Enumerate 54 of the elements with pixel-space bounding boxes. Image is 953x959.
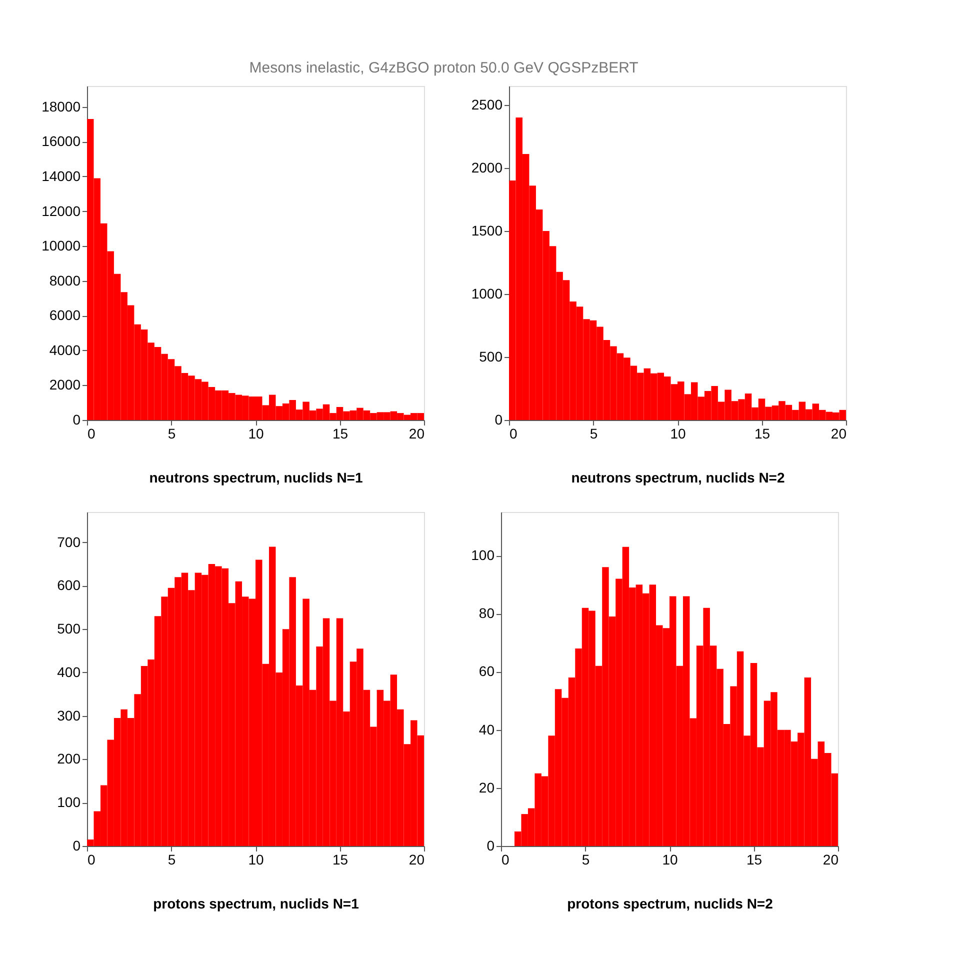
x-tick-label: 0 [88, 426, 96, 442]
y-tick-label: 4000 [49, 342, 81, 358]
y-tick-label: 100 [471, 547, 495, 564]
y-tick-label: 500 [57, 620, 81, 637]
x-tick-label: 0 [88, 852, 96, 868]
y-tick-label: 600 [57, 577, 81, 594]
y-tick-label: 1000 [471, 285, 503, 302]
x-axis-title: neutrons spectrum, nuclids N=1 [149, 470, 363, 486]
y-tick-label: 8000 [49, 272, 81, 288]
x-tick-label: 5 [590, 426, 598, 442]
x-tick-label: 20 [822, 852, 839, 868]
x-tick-label: 5 [168, 852, 176, 868]
y-tick-label: 2500 [471, 96, 503, 112]
y-tick-label: 0 [72, 838, 81, 854]
x-tick-label: 5 [582, 852, 590, 868]
y-tick-label: 14000 [42, 168, 81, 184]
x-tick-label: 0 [510, 426, 518, 442]
y-tick-label: 60 [478, 663, 495, 680]
x-tick-label: 15 [746, 852, 762, 868]
x-tick-label: 20 [408, 852, 425, 868]
x-tick-label: 10 [662, 852, 678, 868]
x-tick-label: 5 [168, 426, 176, 442]
x-tick-label: 10 [248, 852, 264, 868]
y-tick-label: 16000 [42, 133, 81, 150]
y-tick-label: 700 [57, 534, 81, 550]
x-tick-label: 15 [754, 426, 770, 442]
y-tick-label: 20 [478, 779, 495, 796]
y-tick-label: 0 [72, 412, 81, 428]
y-tick-label: 1500 [471, 222, 503, 238]
y-tick-label: 500 [479, 348, 503, 364]
x-axis-title: protons spectrum, nuclids N=2 [567, 896, 774, 912]
x-tick-label: 10 [248, 426, 264, 442]
x-tick-label: 20 [830, 426, 847, 442]
x-tick-label: 15 [332, 852, 348, 868]
y-tick-label: 12000 [42, 202, 81, 219]
y-tick-label: 40 [478, 721, 495, 738]
y-tick-label: 0 [486, 838, 495, 854]
y-tick-label: 6000 [49, 307, 81, 324]
y-tick-label: 80 [478, 605, 495, 622]
x-tick-label: 20 [408, 426, 425, 442]
x-tick-label: 10 [670, 426, 686, 442]
y-tick-label: 100 [57, 794, 81, 810]
y-tick-label: 300 [57, 707, 81, 724]
x-tick-label: 15 [332, 426, 348, 442]
x-axis-title: protons spectrum, nuclids N=1 [153, 896, 360, 912]
y-tick-label: 2000 [49, 376, 81, 393]
x-axis-title: neutrons spectrum, nuclids N=2 [571, 470, 785, 486]
y-tick-label: 10000 [42, 238, 81, 254]
chart-title: Mesons inelastic, G4zBGO proton 50.0 GeV QGSPzBERT [249, 60, 638, 76]
y-tick-label: 2000 [471, 159, 503, 176]
y-tick-label: 400 [57, 664, 81, 680]
y-tick-label: 18000 [42, 98, 81, 114]
y-tick-label: 200 [57, 750, 81, 767]
y-tick-label: 0 [494, 412, 503, 428]
